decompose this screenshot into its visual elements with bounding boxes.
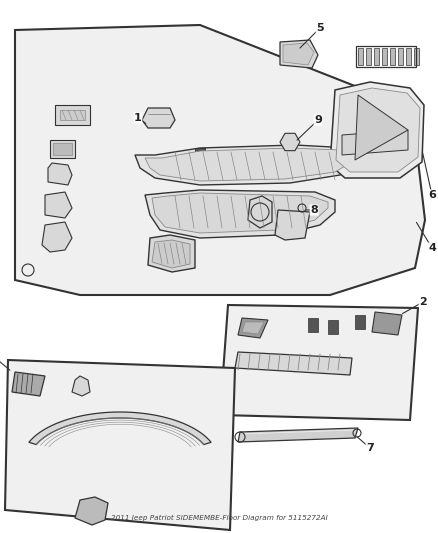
Polygon shape bbox=[220, 305, 418, 420]
Polygon shape bbox=[406, 48, 411, 65]
Polygon shape bbox=[238, 318, 268, 338]
Polygon shape bbox=[152, 193, 328, 233]
Polygon shape bbox=[145, 190, 335, 238]
Text: 5: 5 bbox=[316, 23, 324, 33]
Polygon shape bbox=[280, 40, 318, 68]
Polygon shape bbox=[29, 412, 211, 445]
Polygon shape bbox=[242, 322, 264, 334]
Polygon shape bbox=[5, 360, 235, 530]
Polygon shape bbox=[42, 222, 72, 252]
Polygon shape bbox=[145, 148, 355, 181]
Polygon shape bbox=[414, 48, 419, 65]
Text: 7: 7 bbox=[366, 443, 374, 453]
Polygon shape bbox=[328, 320, 338, 334]
Polygon shape bbox=[235, 352, 352, 375]
Polygon shape bbox=[248, 196, 272, 228]
Polygon shape bbox=[142, 108, 175, 128]
Polygon shape bbox=[275, 210, 310, 240]
Polygon shape bbox=[195, 148, 205, 158]
Polygon shape bbox=[355, 95, 408, 160]
Polygon shape bbox=[12, 372, 45, 396]
Polygon shape bbox=[15, 25, 425, 295]
Text: 9: 9 bbox=[314, 115, 322, 125]
Polygon shape bbox=[238, 428, 358, 442]
Polygon shape bbox=[280, 133, 300, 151]
Polygon shape bbox=[336, 88, 420, 172]
Polygon shape bbox=[60, 110, 85, 120]
Polygon shape bbox=[330, 82, 424, 178]
Text: 4: 4 bbox=[428, 243, 436, 253]
Polygon shape bbox=[374, 48, 379, 65]
Polygon shape bbox=[390, 48, 395, 65]
Polygon shape bbox=[283, 43, 314, 65]
Polygon shape bbox=[366, 48, 371, 65]
Polygon shape bbox=[148, 235, 195, 272]
Polygon shape bbox=[152, 240, 190, 268]
Polygon shape bbox=[72, 376, 90, 396]
Polygon shape bbox=[53, 143, 72, 155]
Polygon shape bbox=[358, 48, 363, 65]
Polygon shape bbox=[75, 497, 108, 525]
Polygon shape bbox=[135, 145, 365, 185]
Polygon shape bbox=[398, 48, 403, 65]
Polygon shape bbox=[308, 318, 318, 332]
Polygon shape bbox=[342, 130, 408, 155]
Polygon shape bbox=[382, 48, 387, 65]
Text: 6: 6 bbox=[428, 190, 436, 200]
Polygon shape bbox=[48, 163, 72, 185]
Polygon shape bbox=[55, 105, 90, 125]
Text: 8: 8 bbox=[310, 205, 318, 215]
Text: 2: 2 bbox=[419, 297, 427, 307]
Polygon shape bbox=[355, 315, 365, 329]
Polygon shape bbox=[372, 312, 402, 335]
Text: 2011 Jeep Patriot SIDEMEMBE-Floor Diagram for 5115272AI: 2011 Jeep Patriot SIDEMEMBE-Floor Diagra… bbox=[111, 515, 327, 521]
Text: 1: 1 bbox=[134, 113, 142, 123]
Polygon shape bbox=[50, 140, 75, 158]
Polygon shape bbox=[45, 192, 72, 218]
